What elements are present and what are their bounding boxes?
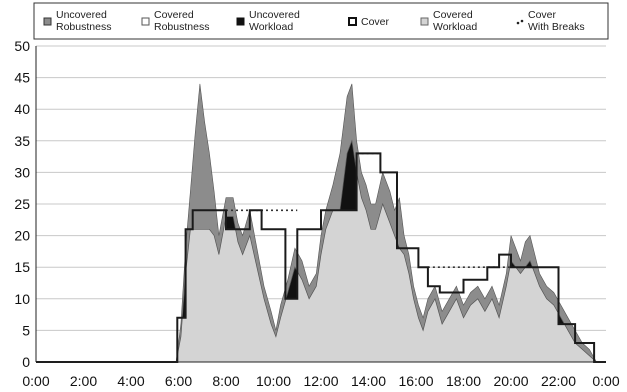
y-tick-label: 0 [22,354,30,370]
legend-swatch [348,17,357,26]
x-tick-label: 0:00 [592,373,619,389]
axes [35,46,606,363]
legend-label: Robustness [154,21,209,33]
legend-box [33,2,609,40]
x-tick-label: 8:00 [212,373,239,389]
y-tick-label: 10 [14,291,30,307]
x-tick-label: 10:00 [256,373,291,389]
y-tick-label: 15 [14,259,30,275]
legend-label: Workload [249,21,293,33]
legend-label: Workload [433,21,477,33]
legend-swatch [420,17,429,26]
y-tick-label: 30 [14,164,30,180]
legend-label: Uncovered [56,9,107,21]
y-tick-label: 40 [14,101,30,117]
y-tick-label: 25 [14,196,30,212]
x-axis-ticks: 0:00 2:00 4:00 6:00 8:00 10:00 12:00 14:00 16:00… [22,373,619,389]
legend-swatch [141,17,150,26]
x-tick-label: 0:00 [22,373,49,389]
x-tick-label: 16:00 [398,373,433,389]
legend-swatch-dot [520,19,524,23]
y-tick-label: 35 [14,133,30,149]
y-axis-ticks: 0 5 10 15 20 25 30 35 40 45 50 [14,38,30,370]
plot-area [35,45,606,363]
x-tick-label: 22:00 [541,373,576,389]
y-tick-label: 45 [14,70,30,86]
x-tick-label: 14:00 [351,373,386,389]
x-tick-label: 20:00 [493,373,528,389]
legend-label: Cover [528,9,557,21]
legend-label: With Breaks [528,21,585,33]
legend-swatch [236,17,245,26]
y-tick-label: 50 [14,38,30,54]
x-tick-label: 2:00 [70,373,97,389]
y-tick-label: 5 [22,322,30,338]
legend-label: Cover [361,16,390,28]
x-tick-label: 18:00 [446,373,481,389]
x-tick-label: 12:00 [303,373,338,389]
covered-robustness-line [36,139,606,363]
legend-swatch [43,17,52,26]
legend-label: Uncovered [249,9,300,21]
x-tick-label: 6:00 [165,373,192,389]
y-tick-label: 20 [14,228,30,244]
area-series [36,83,606,363]
legend-label: Robustness [56,21,111,33]
covered-workload-area [36,153,606,362]
legend-label: Covered [433,9,473,21]
legend: UncoveredRobustnessCoveredRobustnessUnco… [33,2,609,40]
x-tick-label: 4:00 [117,373,144,389]
cover-line [36,152,606,363]
legend-item: Cover [348,16,390,28]
line-series [36,152,606,363]
legend-swatch-dot [516,21,520,25]
legend-label: Covered [154,9,194,21]
